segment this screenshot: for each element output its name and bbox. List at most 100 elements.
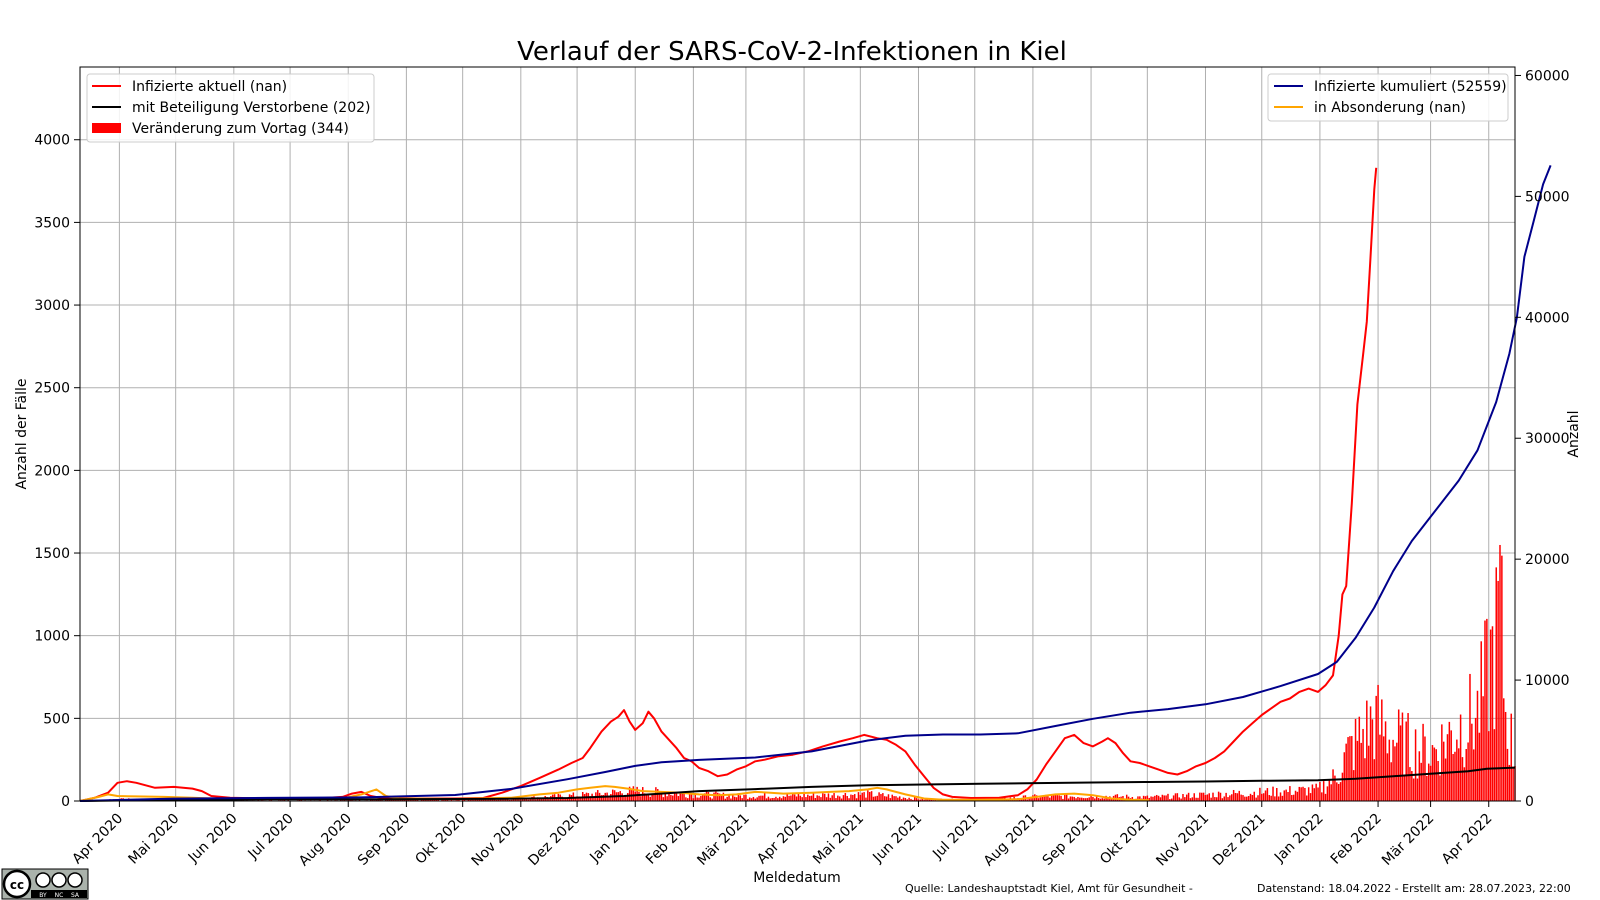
- bar-daily-change: [688, 794, 691, 801]
- bar-daily-change: [1195, 797, 1197, 801]
- bar-daily-change: [377, 799, 380, 801]
- bar-daily-change: [921, 797, 923, 801]
- bar-daily-change: [876, 795, 878, 801]
- bar-daily-change: [1268, 795, 1271, 801]
- bar-daily-change: [780, 798, 783, 801]
- bar-daily-change: [833, 793, 835, 801]
- bar-daily-change: [1317, 787, 1319, 801]
- bar-daily-change: [1107, 797, 1109, 801]
- y-tick-label-left: 3000: [34, 298, 70, 314]
- bar-daily-change: [707, 792, 710, 801]
- cc-license-badge[interactable]: cc BY NC SA: [1, 868, 89, 900]
- legend-left-label-0: Infizierte aktuell (nan): [132, 79, 287, 95]
- bar-daily-change: [467, 799, 470, 801]
- bar-daily-change: [1420, 762, 1422, 801]
- bar-daily-change: [1456, 739, 1458, 801]
- bar-daily-change: [370, 799, 372, 801]
- bar-daily-change: [298, 799, 301, 801]
- bar-daily-change: [563, 798, 565, 801]
- bar-daily-change: [868, 791, 871, 801]
- bar-daily-change: [698, 797, 700, 801]
- bar-daily-change: [1285, 789, 1287, 801]
- bar-daily-change: [1099, 798, 1102, 801]
- bar-daily-change: [1512, 766, 1514, 801]
- bar-daily-change: [1442, 741, 1445, 801]
- bar-daily-change: [1249, 793, 1252, 801]
- bar-daily-change: [769, 798, 772, 801]
- bar-daily-change: [645, 794, 648, 801]
- bar-daily-change: [1478, 732, 1481, 801]
- nc-icon: [51, 872, 67, 888]
- bar-daily-change: [437, 799, 440, 801]
- bar-daily-change: [1049, 797, 1051, 801]
- bar-daily-change: [1210, 797, 1212, 801]
- bar-daily-change: [623, 796, 625, 801]
- bar-daily-change: [1493, 729, 1496, 801]
- bar-daily-change: [596, 790, 599, 801]
- bar-daily-change: [1426, 775, 1428, 801]
- footer-datenstand: Datenstand: 18.04.2022 - Erstellt am: 28…: [1257, 882, 1571, 895]
- bar-daily-change: [1219, 792, 1222, 801]
- bar-daily-change: [1504, 711, 1507, 801]
- legend-left-box: [86, 73, 375, 143]
- bar-daily-change: [1161, 794, 1164, 801]
- bar-daily-change: [1354, 718, 1357, 801]
- bar-daily-change: [1448, 721, 1451, 801]
- bar-daily-change: [1321, 792, 1323, 801]
- y-tick-label-left: 1500: [34, 546, 70, 562]
- bar-daily-change: [1204, 795, 1207, 801]
- bar-daily-change: [540, 797, 543, 801]
- bar-daily-change: [793, 794, 796, 801]
- bar-daily-change: [529, 799, 531, 801]
- chart-title: Verlauf der SARS-CoV-2-Infektionen in Ki…: [517, 37, 1067, 67]
- y-tick-label-right: 60000: [1525, 68, 1570, 84]
- bar-daily-change: [818, 795, 820, 801]
- bar-daily-change: [1182, 794, 1184, 801]
- bar-daily-change: [1242, 795, 1244, 801]
- bar-daily-change: [1463, 767, 1466, 801]
- bar-daily-change: [1262, 793, 1265, 801]
- y-axis-label-right: Anzahl: [1566, 410, 1582, 457]
- bar-daily-change: [1039, 797, 1042, 801]
- bar-daily-change: [426, 799, 428, 801]
- bar-daily-change: [1277, 796, 1280, 801]
- bar-daily-change: [1088, 797, 1090, 801]
- series-line-mit-beteiligung-verstorbene: [79, 766, 1516, 802]
- bar-daily-change: [660, 792, 663, 801]
- bar-daily-change: [1215, 797, 1218, 801]
- bar-daily-change: [820, 797, 822, 801]
- bar-daily-change: [910, 798, 912, 801]
- bar-daily-change: [1217, 791, 1220, 801]
- bar-daily-change: [1416, 778, 1419, 801]
- bar-daily-change: [788, 795, 790, 801]
- bar-daily-change: [1319, 782, 1321, 801]
- bar-daily-change: [300, 799, 303, 801]
- bar-daily-change: [658, 791, 661, 801]
- bar-daily-change: [415, 799, 417, 801]
- bar-daily-change: [1067, 798, 1070, 801]
- bar-daily-change: [1137, 796, 1139, 801]
- bar-daily-change: [763, 793, 766, 801]
- y-tick-label-left: 1000: [34, 629, 70, 645]
- bar-daily-change: [1172, 795, 1175, 801]
- bar-daily-change: [501, 799, 503, 801]
- bar-daily-change: [679, 792, 682, 801]
- bar-daily-change: [677, 796, 680, 801]
- bar-daily-change: [840, 798, 843, 801]
- bar-daily-change: [1144, 796, 1147, 801]
- bar-daily-change: [611, 789, 614, 801]
- bar-daily-change: [913, 796, 916, 801]
- y-tick-label-left: 4000: [34, 133, 70, 149]
- bar-daily-change: [482, 799, 485, 801]
- sa-label: SA: [71, 892, 80, 899]
- bar-daily-change: [1139, 796, 1141, 801]
- bar-daily-change: [242, 799, 244, 801]
- bar-daily-change: [1047, 796, 1049, 801]
- bar-daily-change: [1452, 754, 1454, 801]
- legend-right-label-0: Infizierte kumuliert (52559): [1314, 79, 1507, 95]
- bar-daily-change: [1189, 798, 1192, 801]
- legend-left-label-1: mit Beteiligung Verstorbene (202): [132, 100, 370, 116]
- bar-daily-change: [1392, 739, 1394, 801]
- bar-daily-change: [747, 798, 749, 801]
